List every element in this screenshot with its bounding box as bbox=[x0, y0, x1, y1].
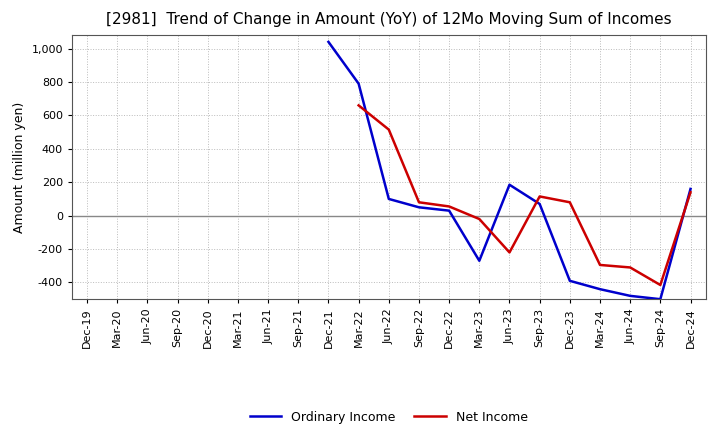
Legend: Ordinary Income, Net Income: Ordinary Income, Net Income bbox=[245, 406, 533, 429]
Net Income bbox=[656, 282, 665, 288]
Ordinary Income bbox=[475, 258, 484, 264]
Net Income bbox=[475, 216, 484, 222]
Net Income bbox=[505, 250, 514, 255]
Ordinary Income bbox=[445, 208, 454, 213]
Y-axis label: Amount (million yen): Amount (million yen) bbox=[13, 102, 26, 233]
Net Income bbox=[626, 265, 634, 270]
Ordinary Income bbox=[415, 205, 423, 210]
Line: Ordinary Income: Ordinary Income bbox=[328, 42, 690, 299]
Net Income bbox=[595, 262, 604, 268]
Net Income bbox=[686, 190, 695, 195]
Net Income bbox=[354, 103, 363, 108]
Ordinary Income bbox=[536, 202, 544, 207]
Ordinary Income bbox=[565, 278, 574, 283]
Ordinary Income bbox=[595, 286, 604, 292]
Ordinary Income bbox=[384, 196, 393, 202]
Ordinary Income bbox=[626, 293, 634, 298]
Title: [2981]  Trend of Change in Amount (YoY) of 12Mo Moving Sum of Incomes: [2981] Trend of Change in Amount (YoY) o… bbox=[106, 12, 672, 27]
Net Income bbox=[565, 200, 574, 205]
Ordinary Income bbox=[656, 297, 665, 302]
Net Income bbox=[536, 194, 544, 199]
Net Income bbox=[445, 204, 454, 209]
Net Income bbox=[415, 200, 423, 205]
Line: Net Income: Net Income bbox=[359, 105, 690, 285]
Ordinary Income bbox=[686, 186, 695, 191]
Ordinary Income bbox=[354, 81, 363, 86]
Net Income bbox=[384, 127, 393, 132]
Ordinary Income bbox=[505, 182, 514, 187]
Ordinary Income bbox=[324, 39, 333, 44]
